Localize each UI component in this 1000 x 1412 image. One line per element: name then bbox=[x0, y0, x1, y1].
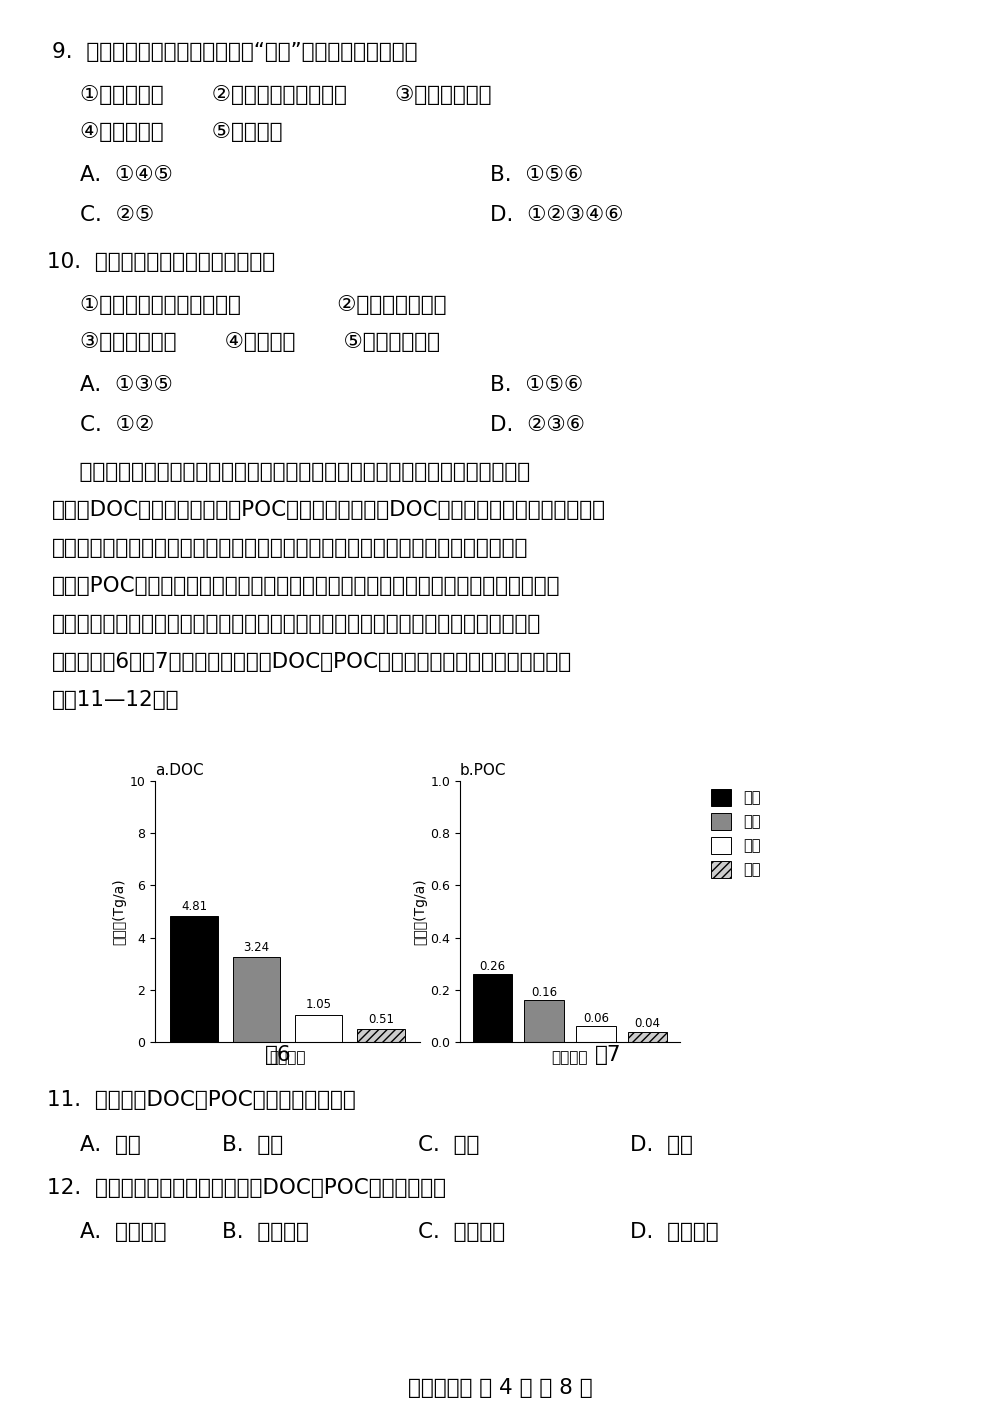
Text: B.  春季融雪: B. 春季融雪 bbox=[222, 1221, 309, 1243]
Text: 1.05: 1.05 bbox=[306, 998, 332, 1011]
Text: 的影响。图6、图7分别示意叶尼塞河DOC和POC年输出量及其季节分配状况。据此: 的影响。图6、图7分别示意叶尼塞河DOC和POC年输出量及其季节分配状况。据此 bbox=[52, 652, 572, 672]
Text: 0.51: 0.51 bbox=[368, 1012, 394, 1025]
X-axis label: 叶尼塞河: 叶尼塞河 bbox=[269, 1049, 306, 1065]
Bar bbox=[357, 1029, 405, 1042]
Text: ①有利于保护野生海洋资源              ②提高土地利用率: ①有利于保护野生海洋资源 ②提高土地利用率 bbox=[80, 295, 446, 315]
Y-axis label: 输出量(Tg/a): 输出量(Tg/a) bbox=[414, 878, 428, 945]
Text: 对地表沉积物和冻土的溶解搬运，其浓度与地表水及地下水流量密切相关，而颗粒有: 对地表沉积物和冻土的溶解搬运，其浓度与地表水及地下水流量密切相关，而颗粒有 bbox=[52, 538, 528, 558]
Text: a.DOC: a.DOC bbox=[155, 764, 204, 778]
Bar bbox=[233, 957, 280, 1042]
Text: D.  冬季: D. 冬季 bbox=[630, 1135, 693, 1155]
Text: 0.06: 0.06 bbox=[583, 1012, 609, 1025]
Text: 完成11—12题。: 完成11—12题。 bbox=[52, 690, 180, 710]
Text: C.  植被量大: C. 植被量大 bbox=[418, 1221, 505, 1243]
Legend: 总计, 春季, 夏季, 冬季: 总计, 春季, 夏季, 冬季 bbox=[705, 782, 766, 884]
Text: D.  降水量多: D. 降水量多 bbox=[630, 1221, 719, 1243]
Y-axis label: 输出量(Tg/a): 输出量(Tg/a) bbox=[113, 878, 127, 945]
Text: B.  夏季: B. 夏季 bbox=[222, 1135, 283, 1155]
Bar bbox=[473, 974, 512, 1042]
Text: 3.24: 3.24 bbox=[243, 942, 269, 955]
Text: A.  春季: A. 春季 bbox=[80, 1135, 141, 1155]
Text: A.  气温回升: A. 气温回升 bbox=[80, 1221, 166, 1243]
Text: 图6: 图6 bbox=[265, 1045, 291, 1065]
Text: ④太阳辐射强       ⑤政府扶持: ④太阳辐射强 ⑤政府扶持 bbox=[80, 121, 283, 143]
Text: ③保障粮食安全       ④促进就业       ⑤带动产业发展: ③保障粮食安全 ④促进就业 ⑤带动产业发展 bbox=[80, 332, 440, 352]
Text: 10.  新疆发展海鲜生产的生态意义有: 10. 新疆发展海鲜生产的生态意义有 bbox=[47, 251, 275, 273]
Bar bbox=[295, 1015, 342, 1042]
Text: A.  ①③⑤: A. ①③⑤ bbox=[80, 376, 173, 395]
Text: 12.  在输出量最高的季节中，影响DOC与POC的直接原因是: 12. 在输出量最高的季节中，影响DOC与POC的直接原因是 bbox=[47, 1178, 446, 1197]
Text: 图7: 图7 bbox=[595, 1045, 621, 1065]
X-axis label: 叶尼塞河: 叶尼塞河 bbox=[552, 1049, 588, 1065]
Text: 11.  叶尼塞河DOC与POC输出最高的季节是: 11. 叶尼塞河DOC与POC输出最高的季节是 bbox=[47, 1090, 356, 1110]
Text: B.  ①⑤⑥: B. ①⑤⑥ bbox=[490, 376, 583, 395]
Text: 西伯利亚北极河流有机碳输出是全球碳循环的重要一环，河流有机碳包括溶解有: 西伯利亚北极河流有机碳输出是全球碳循环的重要一环，河流有机碳包括溶解有 bbox=[52, 462, 530, 481]
Text: 4.81: 4.81 bbox=[181, 901, 207, 914]
Text: 地理试题卷 第 4 页 共 8 页: 地理试题卷 第 4 页 共 8 页 bbox=[408, 1378, 592, 1398]
Text: 明显不同且具有季节性特征，主要受气候、径流过程、冻融过程及人类活动等环境要素: 明显不同且具有季节性特征，主要受气候、径流过程、冻融过程及人类活动等环境要素 bbox=[52, 614, 541, 634]
Text: A.  ①④⑤: A. ①④⑤ bbox=[80, 165, 173, 185]
Text: 机碳（POC）主要来源于流水冲刷剥蚀、土壤淋滤等。叶尼塞河流域的有机碳输出特征: 机碳（POC）主要来源于流水冲刷剥蚀、土壤淋滤等。叶尼塞河流域的有机碳输出特征 bbox=[52, 576, 560, 596]
Text: 0.26: 0.26 bbox=[479, 960, 505, 973]
Bar bbox=[576, 1027, 616, 1042]
Text: C.  ②⑤: C. ②⑤ bbox=[80, 205, 154, 225]
Text: C.  ①②: C. ①② bbox=[80, 415, 154, 435]
Text: D.  ②③⑥: D. ②③⑥ bbox=[490, 415, 585, 435]
Bar bbox=[524, 1000, 564, 1042]
Text: C.  秋季: C. 秋季 bbox=[418, 1135, 479, 1155]
Bar bbox=[628, 1032, 667, 1042]
Text: 0.04: 0.04 bbox=[635, 1017, 661, 1029]
Text: 机碳（DOC）和颗粒有机碳（POC），溶解有机碳（DOC）主要来自于地表水和地下水: 机碳（DOC）和颗粒有机碳（POC），溶解有机碳（DOC）主要来自于地表水和地下… bbox=[52, 500, 606, 520]
Text: ①盐碱地广布       ②冰雪融水、水质纯净       ③养殖方式先进: ①盐碱地广布 ②冰雪融水、水质纯净 ③养殖方式先进 bbox=[80, 85, 492, 104]
Text: 9.  距海遥远的新疆能够量产优质“海鲜”的有利条件主要包括: 9. 距海遥远的新疆能够量产优质“海鲜”的有利条件主要包括 bbox=[52, 42, 418, 62]
Bar bbox=[170, 916, 218, 1042]
Text: b.POC: b.POC bbox=[460, 764, 507, 778]
Text: B.  ①⑤⑥: B. ①⑤⑥ bbox=[490, 165, 583, 185]
Text: 0.16: 0.16 bbox=[531, 986, 557, 998]
Text: D.  ①②③④⑥: D. ①②③④⑥ bbox=[490, 205, 623, 225]
